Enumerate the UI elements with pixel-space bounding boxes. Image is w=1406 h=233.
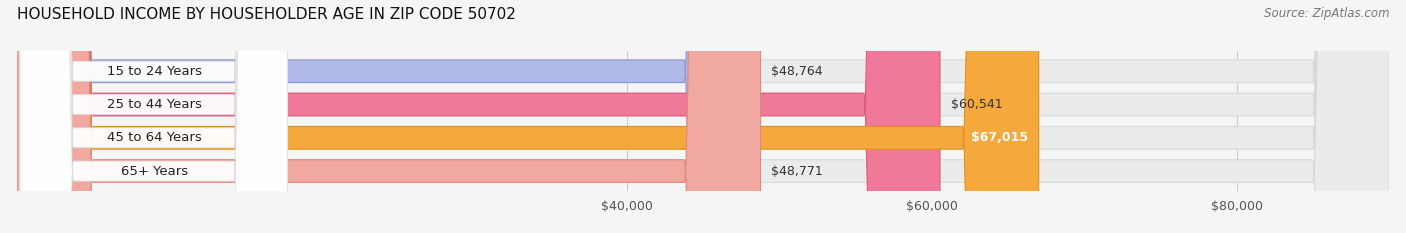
FancyBboxPatch shape xyxy=(20,0,287,233)
Text: 25 to 44 Years: 25 to 44 Years xyxy=(107,98,201,111)
Text: HOUSEHOLD INCOME BY HOUSEHOLDER AGE IN ZIP CODE 50702: HOUSEHOLD INCOME BY HOUSEHOLDER AGE IN Z… xyxy=(17,7,516,22)
FancyBboxPatch shape xyxy=(17,0,941,233)
FancyBboxPatch shape xyxy=(20,0,287,233)
FancyBboxPatch shape xyxy=(20,0,287,233)
FancyBboxPatch shape xyxy=(17,0,761,233)
FancyBboxPatch shape xyxy=(17,0,1389,233)
FancyBboxPatch shape xyxy=(17,0,1389,233)
FancyBboxPatch shape xyxy=(17,0,1389,233)
FancyBboxPatch shape xyxy=(17,0,761,233)
Text: 15 to 24 Years: 15 to 24 Years xyxy=(107,65,201,78)
Text: 45 to 64 Years: 45 to 64 Years xyxy=(107,131,201,144)
FancyBboxPatch shape xyxy=(17,0,1039,233)
Text: $60,541: $60,541 xyxy=(950,98,1002,111)
FancyBboxPatch shape xyxy=(17,0,1389,233)
FancyBboxPatch shape xyxy=(20,0,287,233)
Text: $67,015: $67,015 xyxy=(970,131,1028,144)
Text: $48,764: $48,764 xyxy=(772,65,823,78)
Text: 65+ Years: 65+ Years xyxy=(121,164,187,178)
Text: Source: ZipAtlas.com: Source: ZipAtlas.com xyxy=(1264,7,1389,20)
Text: $48,771: $48,771 xyxy=(772,164,824,178)
